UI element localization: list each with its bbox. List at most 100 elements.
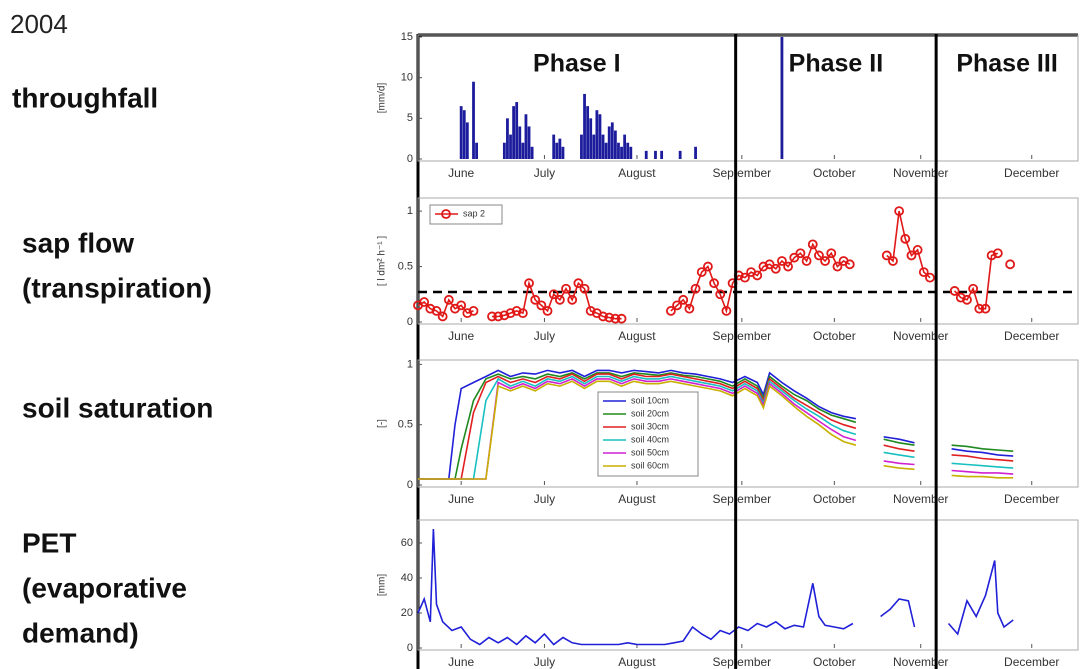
data-line bbox=[418, 375, 1014, 480]
x-tick-label: June bbox=[448, 329, 474, 343]
y-tick-label: 60 bbox=[401, 537, 413, 549]
legend-label: soil 60cm bbox=[631, 460, 669, 470]
data-point bbox=[789, 252, 800, 263]
y-tick-label: 10 bbox=[401, 72, 413, 84]
legend-label: soil 20cm bbox=[631, 408, 669, 418]
data-point bbox=[554, 294, 565, 305]
bar bbox=[654, 150, 657, 159]
bar bbox=[780, 37, 784, 159]
data-point bbox=[955, 292, 966, 303]
x-tick-label: October bbox=[813, 492, 856, 506]
y-tick-label: 0 bbox=[407, 479, 413, 491]
data-line bbox=[418, 380, 1014, 480]
row-label: (transpiration) bbox=[22, 272, 212, 303]
data-point bbox=[604, 312, 615, 323]
x-tick-label: July bbox=[534, 329, 555, 343]
x-tick-label: September bbox=[712, 166, 771, 180]
data-point bbox=[530, 294, 541, 305]
bar bbox=[583, 93, 586, 159]
y-tick-label: 40 bbox=[401, 572, 413, 584]
data-line bbox=[417, 528, 1014, 646]
data-point bbox=[881, 250, 892, 261]
data-point bbox=[468, 306, 479, 316]
data-point bbox=[431, 306, 442, 316]
y-tick-label: 1 bbox=[407, 205, 413, 217]
data-point bbox=[579, 283, 590, 294]
data-point bbox=[511, 306, 522, 316]
bar bbox=[613, 130, 617, 159]
row-label: throughfall bbox=[12, 82, 158, 113]
data-line bbox=[418, 211, 1010, 319]
bar bbox=[601, 134, 605, 159]
data-point bbox=[992, 248, 1003, 259]
x-tick-label: August bbox=[618, 492, 656, 506]
data-point bbox=[536, 300, 547, 311]
data-point bbox=[542, 306, 553, 316]
x-tick-label: July bbox=[534, 492, 555, 506]
data-point bbox=[1005, 259, 1016, 270]
x-tick-label: August bbox=[618, 655, 656, 669]
phase-label: Phase III bbox=[956, 50, 1057, 78]
bar bbox=[552, 134, 556, 159]
data-point bbox=[740, 272, 750, 283]
data-point bbox=[684, 303, 695, 314]
x-tick-label: August bbox=[618, 166, 656, 180]
bar bbox=[515, 102, 519, 159]
bar bbox=[561, 146, 565, 159]
x-tick-label: November bbox=[893, 329, 948, 343]
data-point bbox=[715, 289, 726, 300]
bar bbox=[502, 142, 506, 159]
data-point bbox=[777, 256, 787, 266]
y-tick-label: 0 bbox=[407, 642, 413, 654]
data-point bbox=[456, 300, 467, 311]
bar bbox=[678, 150, 682, 159]
bar bbox=[660, 150, 664, 159]
year-label: 2004 bbox=[10, 9, 68, 39]
bar bbox=[604, 142, 608, 159]
legend-label: soil 50cm bbox=[631, 447, 669, 457]
y-axis-label: [-] bbox=[377, 419, 388, 428]
data-point bbox=[770, 263, 781, 274]
bar bbox=[465, 122, 469, 159]
y-tick-label: 0.5 bbox=[398, 260, 413, 272]
data-point bbox=[493, 311, 504, 322]
data-point bbox=[925, 272, 935, 283]
bar bbox=[617, 142, 620, 159]
data-point bbox=[820, 256, 831, 266]
bar bbox=[629, 146, 633, 159]
row-label: (evaporative bbox=[22, 572, 187, 603]
y-axis-label: [ l dm² h⁻¹ ] bbox=[377, 236, 388, 287]
y-tick-label: 1 bbox=[407, 358, 413, 370]
bar bbox=[610, 122, 614, 159]
data-point bbox=[672, 300, 682, 311]
data-point bbox=[986, 250, 997, 261]
data-point bbox=[696, 267, 707, 277]
bar bbox=[607, 126, 611, 159]
data-point bbox=[517, 308, 528, 319]
data-point bbox=[807, 239, 818, 250]
data-point bbox=[974, 303, 985, 314]
bar bbox=[518, 126, 522, 159]
y-axis-label: [mm/d] bbox=[377, 83, 388, 114]
bar bbox=[524, 114, 528, 159]
phase-label: Phase I bbox=[533, 50, 621, 78]
bar bbox=[509, 134, 512, 159]
bar bbox=[623, 134, 627, 159]
x-tick-label: July bbox=[534, 655, 555, 669]
data-point bbox=[548, 289, 559, 300]
data-point bbox=[709, 278, 719, 289]
data-point bbox=[764, 259, 775, 270]
bar bbox=[580, 134, 583, 159]
data-point bbox=[616, 313, 627, 324]
x-tick-label: November bbox=[893, 655, 948, 669]
y-tick-label: 0.5 bbox=[398, 419, 413, 431]
legend-label: sap 2 bbox=[463, 208, 485, 218]
x-tick-label: December bbox=[1004, 329, 1059, 343]
data-line bbox=[418, 372, 1014, 480]
data-point bbox=[918, 267, 929, 277]
data-point bbox=[721, 306, 732, 316]
panel-frame bbox=[417, 359, 1079, 488]
x-tick-label: November bbox=[893, 492, 948, 506]
x-tick-label: August bbox=[618, 329, 656, 343]
